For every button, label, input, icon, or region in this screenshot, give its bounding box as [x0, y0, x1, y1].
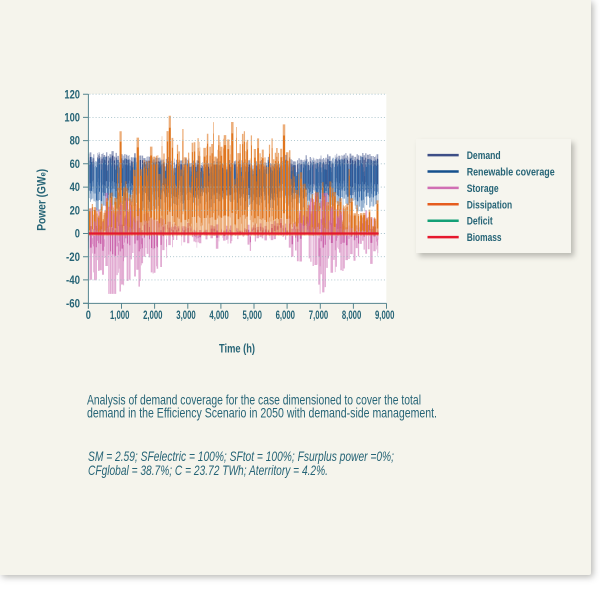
svg-text:2,000: 2,000: [143, 310, 162, 322]
svg-text:7,000: 7,000: [309, 310, 328, 322]
svg-text:Analysis of demand coverage fo: Analysis of demand coverage for the case…: [87, 392, 421, 408]
svg-text:100: 100: [64, 113, 80, 125]
svg-text:6,000: 6,000: [276, 310, 295, 322]
svg-text:CFglobal = 38.7%; C = 23.72 TW: CFglobal = 38.7%; C = 23.72 TWh; Aterrit…: [88, 462, 328, 478]
svg-text:60: 60: [70, 159, 80, 171]
svg-text:80: 80: [70, 136, 80, 148]
svg-text:Renewable coverage: Renewable coverage: [467, 167, 555, 179]
svg-text:Dissipation: Dissipation: [467, 199, 513, 211]
svg-text:SM = 2.59; SFelectric = 100%;: SM = 2.59; SFelectric = 100%; SFtot = 10…: [88, 448, 394, 464]
svg-text:120: 120: [64, 89, 80, 101]
svg-text:-20: -20: [66, 252, 80, 264]
svg-text:Demand: Demand: [467, 150, 501, 162]
svg-text:Biomass: Biomass: [467, 232, 502, 244]
svg-text:0: 0: [86, 310, 91, 322]
svg-text:Deficit: Deficit: [467, 216, 493, 228]
svg-text:0: 0: [75, 229, 80, 241]
svg-text:8,000: 8,000: [342, 310, 361, 322]
svg-text:1,000: 1,000: [110, 310, 129, 322]
svg-text:demand in the Efficiency Scena: demand in the Efficiency Scenario in 205…: [87, 405, 437, 421]
svg-text:Time (h): Time (h): [219, 343, 255, 355]
svg-text:Storage: Storage: [467, 183, 499, 195]
svg-text:Power (GWe): Power (GWe): [37, 169, 49, 231]
svg-text:9,000: 9,000: [375, 310, 394, 322]
svg-text:20: 20: [70, 205, 80, 217]
svg-text:-60: -60: [66, 298, 80, 310]
svg-text:5,000: 5,000: [243, 310, 262, 322]
svg-text:3,000: 3,000: [176, 310, 195, 322]
svg-text:40: 40: [70, 182, 80, 194]
svg-text:-40: -40: [66, 275, 80, 287]
svg-text:4,000: 4,000: [209, 310, 228, 322]
